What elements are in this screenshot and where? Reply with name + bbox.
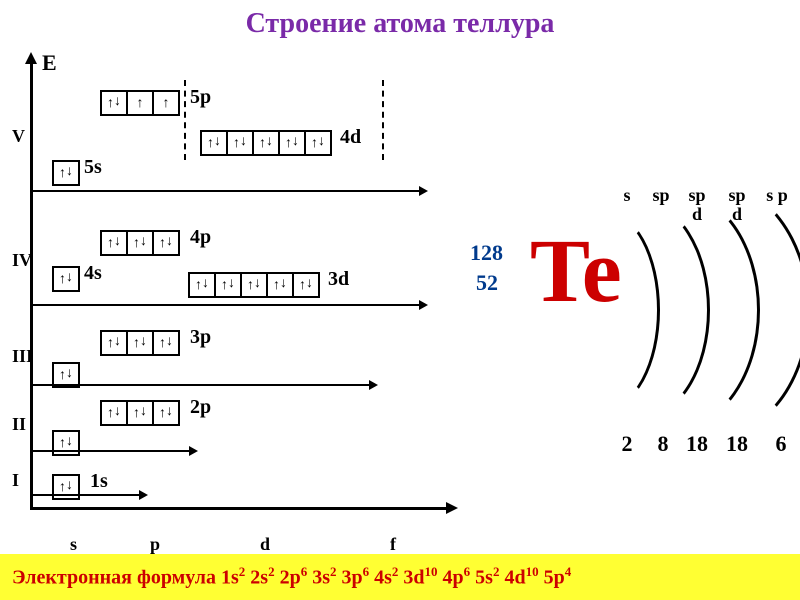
x-axis xyxy=(30,507,450,510)
orbital-5s: ↑↓ xyxy=(52,160,80,186)
orbital-cell: ↑↓ xyxy=(126,230,154,256)
orbital-2p: ↑↓↑↓↑↓ xyxy=(100,400,180,426)
shell-sublevel-label: s xyxy=(612,186,642,205)
orbital-cell: ↑↓ xyxy=(126,330,154,356)
guide-line xyxy=(184,80,186,160)
orbital-cell: ↑↓ xyxy=(152,400,180,426)
shell-roman-III: III xyxy=(12,346,42,367)
orbital-cell: ↑↓ xyxy=(100,230,128,256)
orbital-label-2p: 2p xyxy=(190,396,211,419)
orbital-label-5s: 5s xyxy=(84,156,102,179)
shell-sublevel-label: sp d xyxy=(722,186,752,224)
x-label-p: p xyxy=(150,534,160,555)
level-separator xyxy=(32,494,142,496)
orbital-cell: ↑↓ xyxy=(152,330,180,356)
shell-roman-IV: IV xyxy=(12,250,42,271)
shell-roman-I: I xyxy=(12,470,42,491)
orbital-cell: ↑↓ xyxy=(252,130,280,156)
orbital-cell: ↑↓ xyxy=(152,230,180,256)
orbital-cell: ↑↓ xyxy=(292,272,320,298)
orbital-cell: ↑↓ xyxy=(100,330,128,356)
orbital-cell: ↑↓ xyxy=(278,130,306,156)
level-separator xyxy=(32,384,372,386)
orbital-cell: ↑↓ xyxy=(226,130,254,156)
shell-roman-II: II xyxy=(12,414,42,435)
orbital-label-4s: 4s xyxy=(84,262,102,285)
orbital-cell: ↑↓ xyxy=(214,272,242,298)
shell-electron-count: 2 xyxy=(612,432,642,455)
shell-electron-count: 18 xyxy=(722,432,752,455)
level-separator xyxy=(32,190,422,192)
orbital-cell: ↑↓ xyxy=(100,90,128,116)
orbital-label-1s: 1s xyxy=(90,470,108,493)
orbital-cell: ↑↓ xyxy=(304,130,332,156)
orbital-cell: ↑↓ xyxy=(200,130,228,156)
level-separator xyxy=(32,450,192,452)
orbital-cell: ↑↓ xyxy=(266,272,294,298)
orbital-cell: ↑↓ xyxy=(100,400,128,426)
orbital-cell: ↑ xyxy=(126,90,154,116)
x-label-s: s xyxy=(70,534,77,555)
orbital-label-3d: 3d xyxy=(328,268,349,291)
x-label-f: f xyxy=(390,534,396,555)
orbital-label-5p: 5p xyxy=(190,86,211,109)
shell-electron-count: 6 xyxy=(766,432,796,455)
orbital-1s: ↑↓ xyxy=(52,474,80,500)
bohr-shell-diagram: 128 52 Te sspsp dsp ds p2818186 xyxy=(470,180,790,480)
orbital-cell: ↑↓ xyxy=(240,272,268,298)
shell-roman-V: V xyxy=(12,126,42,147)
orbital-label-4d: 4d xyxy=(340,126,361,149)
orbital-cell: ↑↓ xyxy=(52,430,80,456)
shell-electron-count: 18 xyxy=(682,432,712,455)
orbital-cell: ↑↓ xyxy=(52,474,80,500)
orbital-2s: ↑↓ xyxy=(52,430,80,456)
shell-sublevel-label: sp d xyxy=(682,186,712,224)
orbital-cell: ↑↓ xyxy=(126,400,154,426)
atomic-number: 52 xyxy=(476,270,498,296)
y-axis-label: E xyxy=(42,50,57,76)
orbital-4s: ↑↓ xyxy=(52,266,80,292)
electron-formula: Электронная формула 1s2 2s2 2p6 3s2 3p6 … xyxy=(0,554,800,600)
orbital-3d: ↑↓↑↓↑↓↑↓↑↓ xyxy=(188,272,320,298)
orbital-4p: ↑↓↑↓↑↓ xyxy=(100,230,180,256)
orbital-4d: ↑↓↑↓↑↓↑↓↑↓ xyxy=(200,130,332,156)
level-separator xyxy=(32,304,422,306)
x-label-d: d xyxy=(260,534,270,555)
orbital-3p: ↑↓↑↓↑↓ xyxy=(100,330,180,356)
orbital-cell: ↑↓ xyxy=(52,160,80,186)
orbital-cell: ↑↓ xyxy=(188,272,216,298)
shell-sublevel-label: s p xyxy=(762,186,792,205)
page-title: Строение атома теллура xyxy=(0,0,800,44)
guide-line xyxy=(382,80,384,160)
orbital-label-4p: 4p xyxy=(190,226,211,249)
shell-sublevel-label: sp xyxy=(646,186,676,205)
mass-number: 128 xyxy=(470,240,503,266)
orbital-cell: ↑↓ xyxy=(52,266,80,292)
orbital-label-3p: 3p xyxy=(190,326,211,349)
orbital-cell: ↑ xyxy=(152,90,180,116)
energy-level-diagram: E spdf ↑↓↑↑5p↑↓5sV↑↓↑↓↑↓↑↓↑↓4d↑↓↑↓↑↓4p↑↓… xyxy=(10,50,450,540)
orbital-5p: ↑↓↑↑ xyxy=(100,90,180,116)
shell-electron-count: 8 xyxy=(648,432,678,455)
